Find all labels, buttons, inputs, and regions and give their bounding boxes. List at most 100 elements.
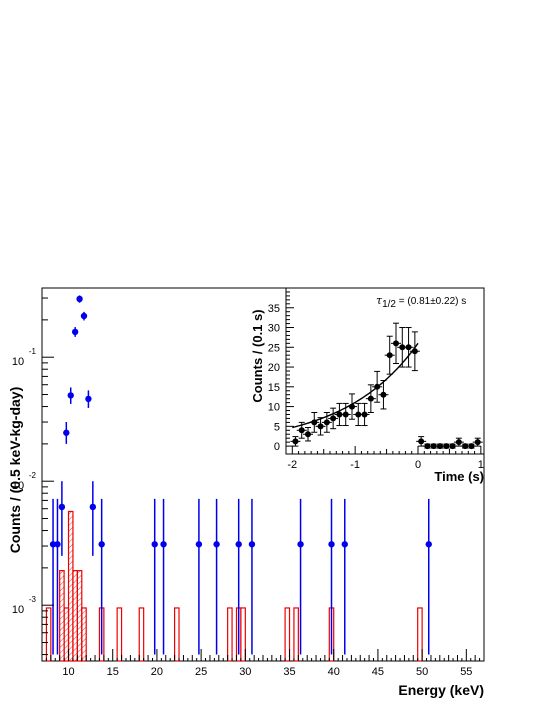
histogram-bin-8 — [116, 607, 123, 662]
main-x-tick-label-8: 50 — [416, 666, 428, 678]
inset-y-tick-label-7: 35 — [268, 303, 280, 315]
inset-data-point-18 — [405, 344, 412, 351]
main-data-point-2 — [58, 503, 66, 511]
inset-data-point-4 — [317, 423, 324, 430]
main-x-tick-label-3: 25 — [195, 666, 207, 678]
histogram-bin-2 — [63, 607, 70, 662]
inset-data-point-0 — [292, 438, 299, 445]
inset-x-ticks: -2 -1 0 1 — [287, 446, 484, 471]
tau-subscript: 1/2 — [382, 299, 396, 310]
main-data-point-11 — [151, 541, 158, 548]
main-data-point-14 — [213, 541, 220, 548]
main-x-tick-label-6: 40 — [328, 666, 340, 678]
inset-data-point-5 — [323, 419, 330, 426]
inset-y-ticks: 0 5 10 15 20 25 30 35 — [268, 291, 294, 453]
histogram-bin-4 — [72, 570, 78, 662]
inset-data-point-23 — [437, 443, 443, 450]
inset-x-tick-label-1: -1 — [350, 459, 360, 471]
main-data-point-15 — [235, 541, 242, 548]
main-x-tick-label-5: 35 — [283, 666, 295, 678]
main-data-point-1 — [54, 541, 61, 548]
inset-y-tick-label-5: 25 — [268, 342, 280, 354]
main-y-tick-exponent-1: -2 — [29, 471, 37, 480]
inset-data-point-26 — [455, 439, 462, 446]
histogram-bin-3 — [67, 510, 74, 662]
inset-data-point-10 — [355, 411, 362, 418]
half-life-annotation: τ1/2 = (0.81±0.22) s — [376, 294, 466, 310]
inset-data-point-28 — [468, 443, 475, 450]
histogram-bin-9 — [138, 607, 145, 662]
inset-data-point-25 — [449, 443, 456, 450]
main-data-point-16 — [248, 541, 256, 548]
inset-data-point-15 — [386, 352, 393, 359]
main-x-tick-label-7: 45 — [372, 666, 384, 678]
main-x-ticks: 10 15 20 25 30 35 40 45 50 55 — [45, 649, 481, 678]
main-data-point-18 — [328, 541, 335, 548]
main-data-point-3 — [63, 429, 70, 436]
main-x-tick-label-4: 30 — [239, 666, 251, 678]
histogram-bin-10 — [174, 607, 180, 662]
inset-background — [286, 288, 484, 454]
main-data-point-19 — [341, 541, 348, 548]
inset-data-point-19 — [411, 348, 418, 355]
decay-time-inset-chart: -2 -1 0 1 0 5 10 15 20 25 30 35 Time (s) Counts / … — [250, 287, 485, 484]
inset-data-point-20 — [418, 438, 425, 445]
red-histogram — [45, 510, 423, 662]
main-data-point-5 — [71, 328, 79, 336]
histogram-bin-17 — [417, 607, 423, 662]
histogram-bin-15 — [293, 607, 299, 662]
inset-data-point-1 — [298, 427, 305, 434]
inset-data-point-8 — [342, 411, 349, 418]
inset-data-point-13 — [374, 383, 381, 390]
inset-data-point-14 — [380, 391, 387, 398]
inset-y-tick-label-1: 5 — [274, 421, 280, 433]
histogram-bin-5 — [76, 570, 83, 662]
inset-data-point-6 — [330, 415, 337, 422]
main-y-ticks: 10 -3 10 -2 10 -1 — [12, 297, 54, 656]
main-data-point-12 — [160, 541, 167, 548]
main-data-point-20 — [425, 541, 432, 548]
inset-data-point-21 — [424, 443, 431, 450]
main-data-point-7 — [80, 312, 88, 320]
inset-data-point-27 — [462, 443, 469, 450]
main-y-axis-title: Counts / (0.5 keV-kg-day) — [7, 387, 23, 553]
main-y-tick-exponent-0: -3 — [29, 595, 37, 604]
inset-data-point-17 — [399, 344, 406, 351]
main-data-point-8 — [85, 395, 92, 403]
half-life-value: = (0.81±0.22) s — [396, 296, 466, 307]
histogram-bin-6 — [81, 607, 87, 662]
inset-data-point-3 — [311, 419, 318, 426]
inset-x-tick-label-2: 0 — [415, 459, 421, 471]
inset-y-tick-label-0: 0 — [274, 441, 280, 453]
inset-y-axis-title: Counts / (0.1 s) — [250, 309, 265, 402]
main-data-point-9 — [89, 503, 97, 511]
histogram-bin-1 — [59, 570, 65, 662]
histogram-bin-13 — [240, 607, 246, 662]
inset-y-tick-label-6: 30 — [268, 323, 280, 335]
inset-x-tick-label-3: 1 — [478, 459, 484, 471]
inset-data-point-22 — [430, 443, 437, 450]
main-x-tick-label-2: 20 — [151, 666, 163, 678]
inset-data-point-16 — [393, 340, 399, 347]
tau-symbol: τ — [376, 294, 383, 307]
inset-data-point-11 — [361, 411, 368, 418]
main-data-point-13 — [195, 541, 203, 548]
inset-x-axis-title: Time (s) — [434, 469, 484, 484]
main-x-axis-title: Energy (keV) — [398, 682, 484, 698]
main-data-point-6 — [76, 295, 83, 303]
main-x-tick-label-9: 55 — [460, 666, 472, 678]
main-y-tick-base-1: 10 — [12, 480, 24, 492]
main-x-tick-label-1: 15 — [107, 666, 119, 678]
inset-y-tick-label-4: 20 — [268, 362, 280, 374]
inset-data-point-29 — [474, 439, 481, 446]
inset-data-point-9 — [349, 403, 355, 410]
inset-data-point-12 — [367, 395, 374, 402]
main-data-point-0 — [49, 541, 57, 548]
main-data-point-4 — [67, 392, 74, 399]
main-data-point-10 — [98, 541, 105, 548]
inset-y-tick-label-2: 10 — [268, 402, 280, 414]
main-y-tick-base-2: 10 — [12, 356, 24, 368]
main-y-tick-base-0: 10 — [12, 604, 24, 616]
main-x-tick-label-0: 10 — [62, 666, 74, 678]
